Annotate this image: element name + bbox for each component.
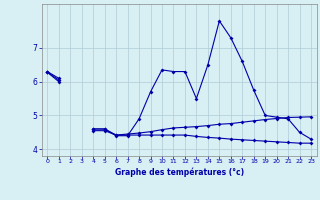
X-axis label: Graphe des températures (°c): Graphe des températures (°c) xyxy=(115,167,244,177)
